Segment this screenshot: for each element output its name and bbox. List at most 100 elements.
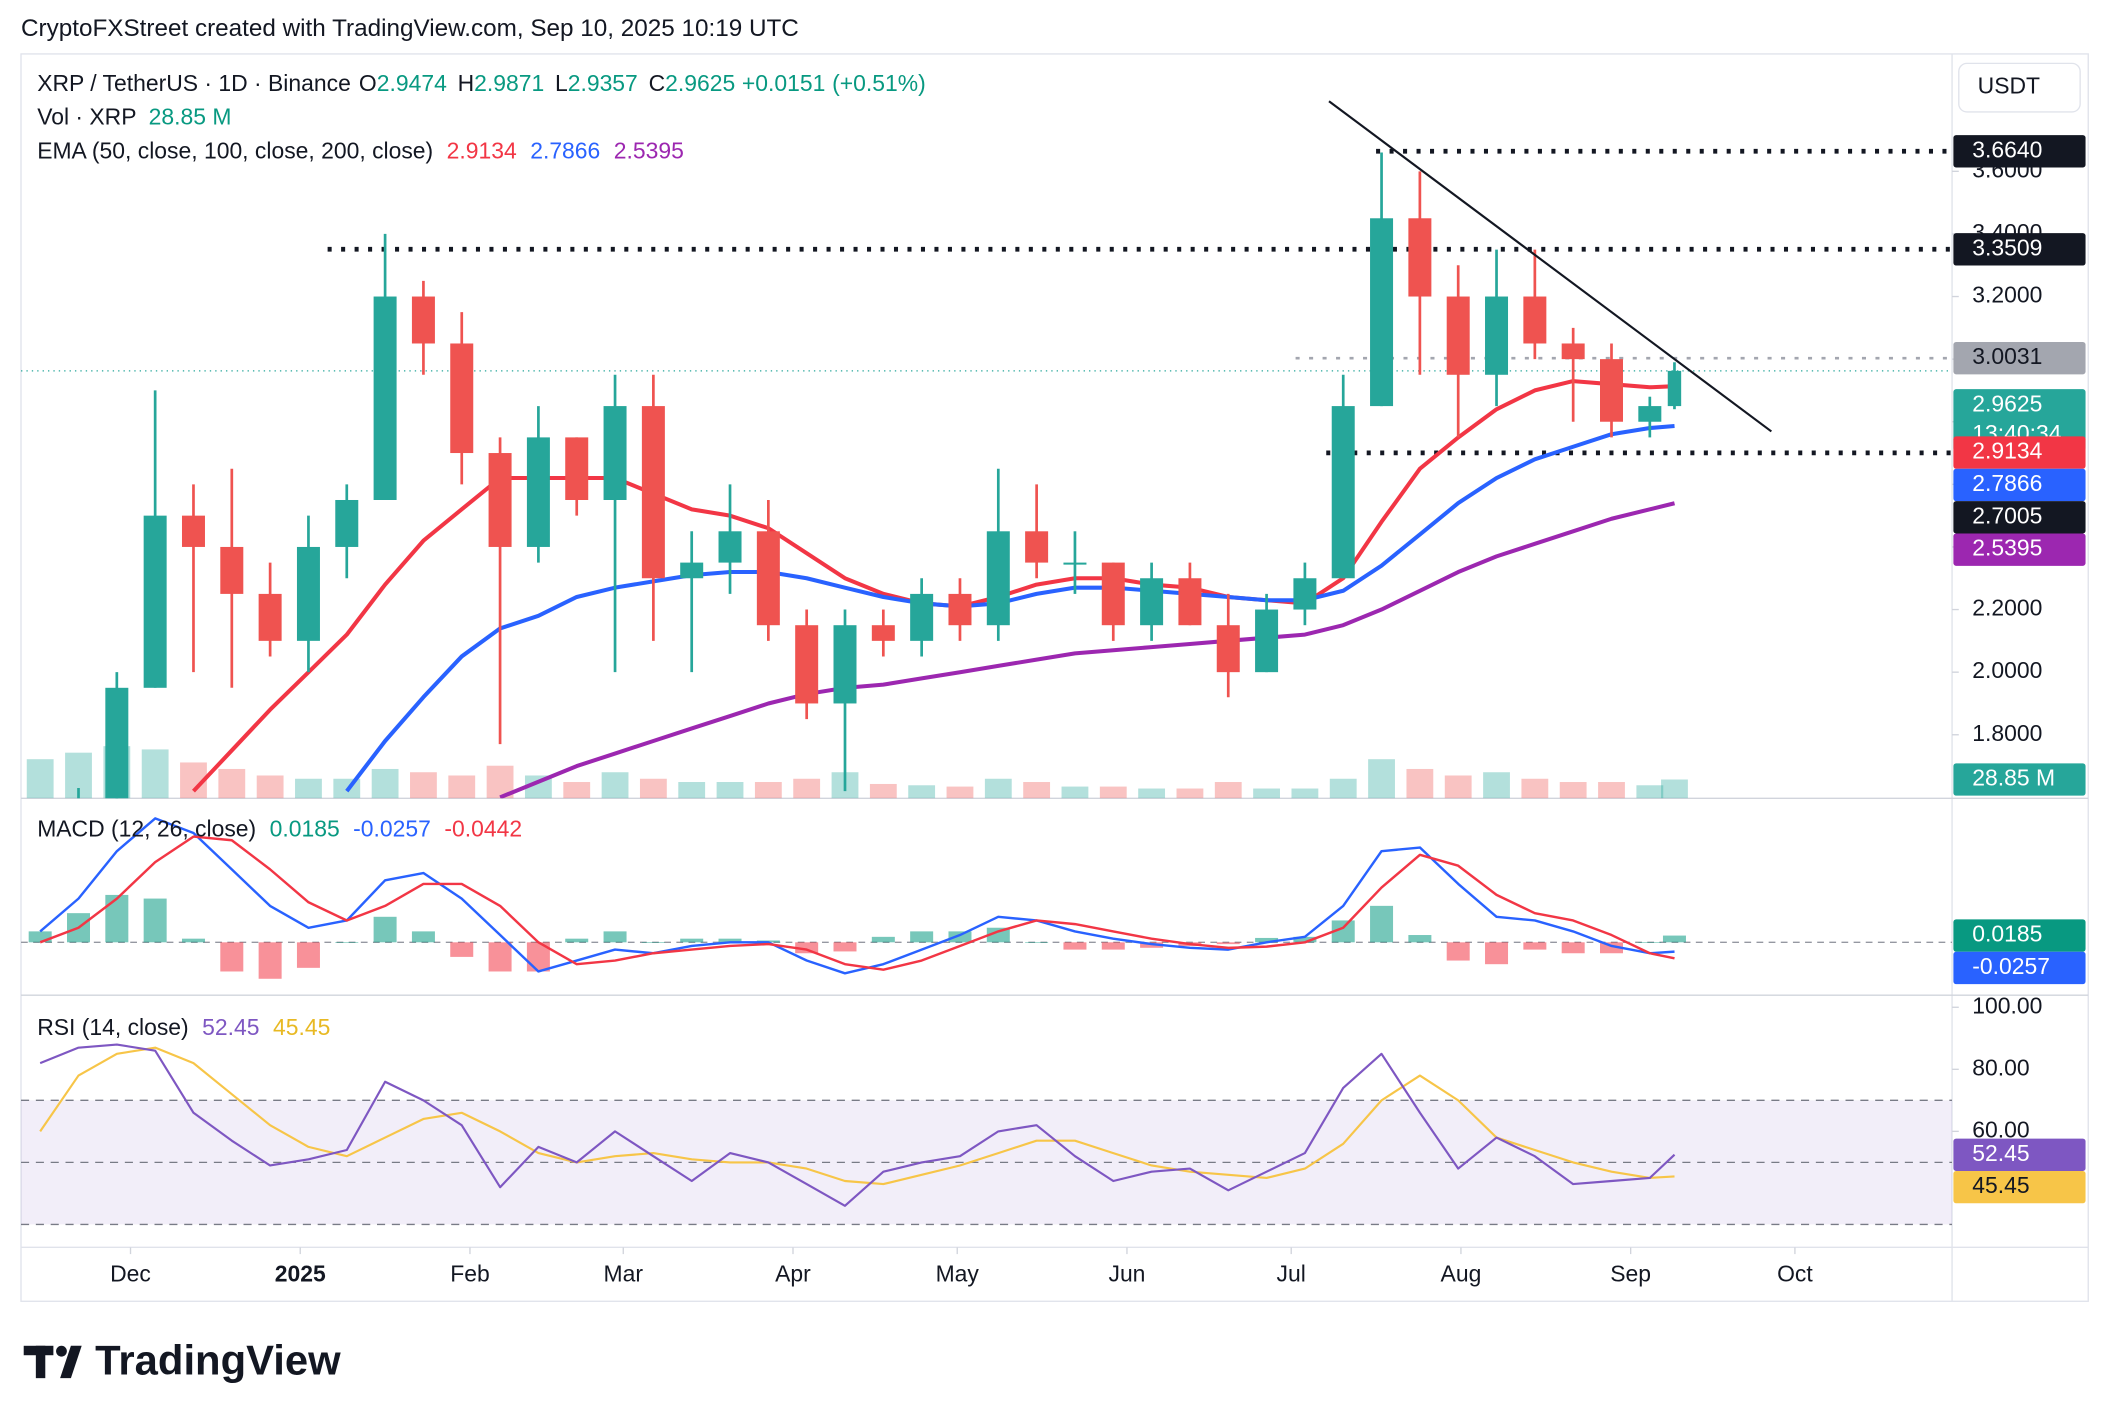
macd-histogram-bar: [948, 931, 972, 943]
legend-item: 2.5395: [614, 137, 684, 163]
candle-body: [1561, 343, 1585, 360]
price-badge-label: 2.7005: [1972, 502, 2042, 528]
brand-logo: [23, 1345, 82, 1379]
candle-body: [641, 406, 665, 579]
macd-line: [39, 817, 1675, 975]
macd-histogram-bar: [1370, 905, 1394, 943]
logo-part: [35, 1345, 46, 1379]
macd-histogram-bar: [1025, 942, 1049, 943]
volume-bar: [1483, 772, 1510, 799]
price-badge: [1953, 1170, 2086, 1204]
price-badge: [1953, 233, 2086, 266]
candle-body: [450, 343, 474, 454]
macd-histogram-bar: [1293, 936, 1317, 943]
y-tick-label: 3.2000: [1972, 282, 2042, 308]
price-badge-label: 2.9134: [1972, 438, 2042, 464]
volume-bar: [754, 782, 782, 799]
rsi-tick-label: 80.00: [1972, 1054, 2029, 1080]
macd-histogram-bar: [910, 931, 934, 943]
macd-histogram-bar: [526, 942, 550, 972]
macd-histogram-bar: [1561, 942, 1585, 954]
macd-histogram-bar: [986, 927, 1010, 943]
volume-bar: [1636, 785, 1664, 799]
volume-bar: [1099, 786, 1127, 799]
volume-bar: [716, 782, 744, 799]
main-pane: [21, 100, 1953, 799]
candle-body: [603, 406, 627, 500]
x-tick-label: May: [936, 1261, 980, 1287]
volume-bar: [1291, 788, 1319, 799]
legend: EMA (50, close, 100, close, 200, close) 2…: [37, 137, 684, 163]
candle-body: [718, 531, 742, 563]
rsi-line: [39, 1043, 1676, 1207]
volume-bar: [448, 775, 476, 799]
price-badge: [1953, 468, 2086, 502]
volume-bar: [218, 768, 246, 799]
volume-bar: [410, 772, 437, 799]
candle-body: [1600, 359, 1623, 422]
candle-body: [1331, 406, 1355, 579]
volume-bar: [1661, 779, 1688, 799]
volume-bar: [1253, 788, 1280, 799]
macd-histogram-bar: [335, 942, 359, 943]
volume-bar: [601, 772, 629, 799]
x-tick-label: Mar: [604, 1261, 644, 1287]
y-tick-label: 2.0000: [1972, 657, 2042, 683]
candle-body: [833, 625, 857, 704]
macd-pane: [21, 817, 1953, 979]
legend-item: 28.85 M: [149, 104, 232, 130]
macd-histogram-bar: [220, 942, 244, 972]
volume-bar: [295, 778, 322, 799]
x-tick-label: 2025: [275, 1261, 326, 1287]
macd-histogram-bar: [296, 942, 320, 968]
rsi-pane: [21, 1043, 1953, 1226]
price-badge: [1953, 341, 2086, 375]
volume-bar: [639, 778, 667, 799]
macd-histogram-bar: [1600, 942, 1623, 954]
legend-item: 2.9871: [474, 70, 544, 96]
macd-histogram-bar: [680, 938, 704, 943]
brand: TradingView: [95, 1336, 341, 1383]
volume-bar: [984, 778, 1012, 799]
macd-histogram-bar: [1063, 942, 1087, 950]
macd-histogram-bar: [1216, 942, 1240, 945]
price-badge: [1953, 763, 2086, 796]
volume-bar: [1598, 782, 1625, 799]
price-badge: [1953, 951, 2086, 985]
price-badge-label: 2.5395: [1972, 535, 2042, 561]
macd-histogram-bar: [1638, 942, 1662, 943]
candle-body: [871, 625, 895, 641]
legend-item: L: [555, 70, 568, 96]
price-badge-label: 3.0031: [1972, 343, 2042, 369]
macd-histogram-bar: [1523, 942, 1547, 950]
macd-histogram-bar: [373, 916, 397, 943]
macd-histogram-bar: [1662, 935, 1686, 943]
macd-histogram-bar: [718, 938, 742, 943]
price-badge-label: 2.9625: [1972, 390, 2042, 416]
volume-bar: [793, 778, 821, 799]
volume-bar: [678, 782, 706, 799]
logo-part: [60, 1345, 82, 1379]
price-badge: [1953, 501, 2086, 534]
macd-histogram-bar: [603, 931, 627, 943]
legend: XRP / TetherUS · 1D · Binance O2.9474 H2.9…: [37, 70, 926, 96]
plot: Dec 2025 Feb Mar Apr May Jun Jul Aug Sep Oct 1.8000…: [21, 70, 2086, 1287]
candle-body: [1178, 578, 1202, 626]
ema-line: [345, 423, 1675, 793]
volume-bar: [1329, 778, 1357, 799]
ema-line: [192, 379, 1675, 793]
candle-body: [1408, 218, 1432, 297]
candle-body: [1025, 531, 1049, 563]
trendline: [1328, 100, 1773, 433]
y-tick-label: 1.8000: [1972, 720, 2042, 746]
macd-histogram-bar: [143, 898, 167, 943]
macd-histogram-bar: [28, 931, 52, 943]
legend-item: Vol · XRP: [37, 104, 136, 130]
candle-body: [565, 437, 589, 500]
y-tick-label: 2.2000: [1972, 595, 2042, 621]
volume-bar: [371, 768, 399, 799]
logo-part: [56, 1345, 67, 1357]
ema-line: [499, 501, 1676, 799]
candle-body: [1667, 370, 1682, 407]
rsi-tick-label: 60.00: [1972, 1116, 2029, 1142]
